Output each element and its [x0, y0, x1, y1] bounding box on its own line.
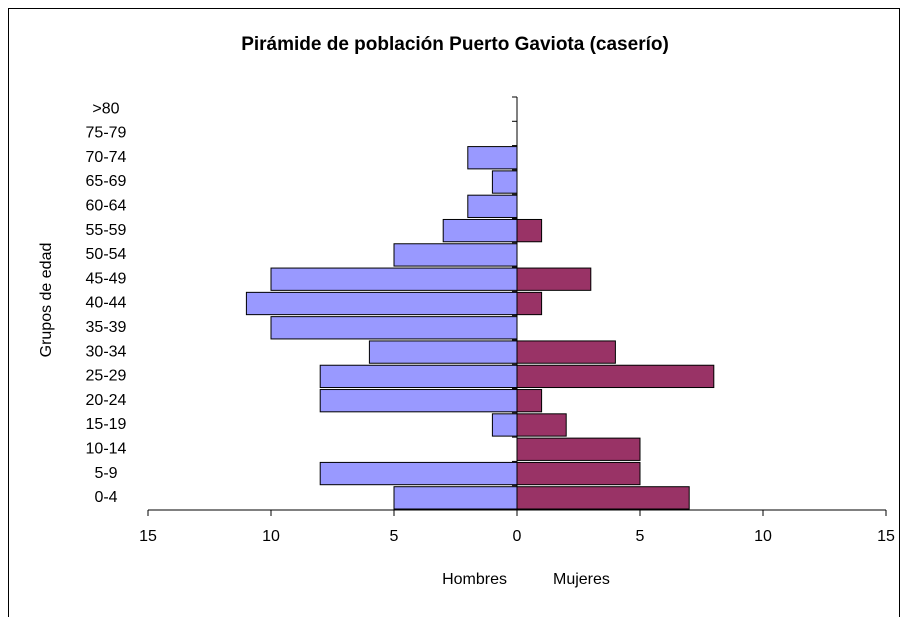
x-tick-label: 0 [513, 528, 522, 545]
y-tick-label: >80 [92, 100, 119, 117]
legend-label: Hombres [442, 571, 507, 588]
x-tick-label: 5 [390, 528, 399, 545]
bar [319, 461, 518, 486]
y-tick-label: 70-74 [86, 149, 127, 166]
y-tick-label: 5-9 [94, 465, 117, 482]
x-tick-label: 10 [262, 528, 280, 545]
bar [245, 291, 518, 316]
bar [319, 364, 518, 389]
y-tick-label: 55-59 [86, 222, 127, 239]
legend-label: Mujeres [553, 571, 610, 588]
bar [393, 243, 518, 267]
bar [516, 267, 592, 291]
x-tick-label: 10 [754, 528, 772, 545]
y-tick-label: 65-69 [86, 173, 127, 190]
bar [516, 218, 543, 243]
bar [516, 364, 715, 389]
bar [270, 316, 518, 340]
bar [516, 291, 543, 316]
bar [467, 194, 518, 218]
bar [442, 218, 518, 243]
y-tick-label: 30-34 [86, 343, 127, 360]
y-tick-label: 25-29 [86, 368, 127, 385]
chart-title: Pirámide de población Puerto Gaviota (ca… [241, 34, 669, 55]
bar [516, 486, 690, 510]
y-tick-label: 20-24 [86, 392, 127, 409]
bar [319, 389, 518, 413]
bar [467, 146, 518, 170]
bar [491, 170, 518, 194]
y-tick-label: 45-49 [86, 270, 127, 287]
y-tick-label: 15-19 [86, 416, 127, 433]
y-tick-label: 50-54 [86, 246, 127, 263]
y-tick-label: 75-79 [86, 125, 127, 142]
y-tick-label: 40-44 [86, 295, 127, 312]
y-tick-label: 60-64 [86, 198, 127, 215]
bar [270, 267, 518, 291]
y-tick-label: 10-14 [86, 440, 127, 457]
y-tick-label: 35-39 [86, 319, 127, 336]
bar [516, 461, 641, 486]
y-tick-label: 0-4 [94, 489, 117, 506]
bar [516, 413, 567, 437]
bar [516, 389, 543, 413]
bar [491, 413, 518, 437]
bar [516, 437, 641, 461]
y-axis-label: Grupos de edad [38, 243, 55, 358]
bar [368, 340, 518, 364]
bar [393, 486, 518, 510]
x-tick-label: 15 [877, 528, 895, 545]
x-tick-label: 5 [636, 528, 645, 545]
x-tick-label: 15 [139, 528, 157, 545]
bar [516, 340, 616, 364]
